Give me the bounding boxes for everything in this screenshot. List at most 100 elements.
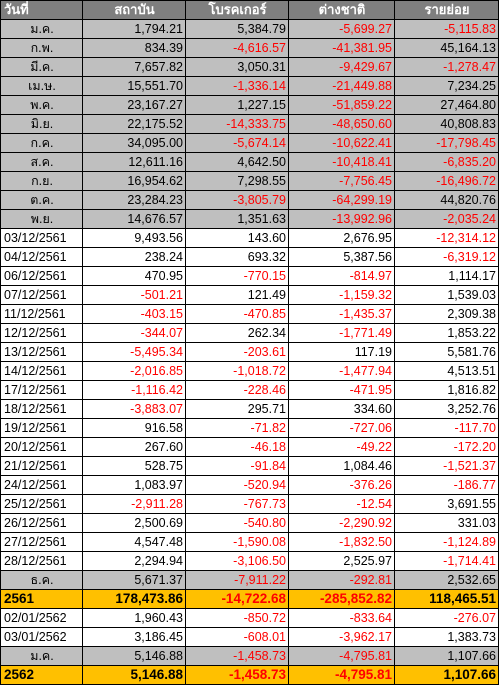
- date-cell: 27/12/2561: [0, 532, 83, 552]
- retail-cell: -16,496.72: [394, 171, 499, 191]
- institution-cell: 3,186.45: [82, 627, 186, 647]
- broker-cell: -14,722.68: [185, 589, 289, 609]
- date-cell: 13/12/2561: [0, 342, 83, 362]
- date-cell: 2561: [0, 589, 83, 609]
- month-summary-row: ก.พ. 834.39 -4,616.57 -41,381.95 45,164.13: [0, 38, 499, 58]
- broker-cell: -228.46: [185, 380, 289, 400]
- institution-cell: 1,794.21: [82, 19, 186, 39]
- table-row: 06/12/2561 470.95 -770.15 -814.97 1,114.17: [0, 266, 499, 286]
- retail-cell: 40,808.83: [394, 114, 499, 134]
- institution-cell: 5,146.88: [82, 665, 186, 685]
- retail-cell: -6,835.20: [394, 152, 499, 172]
- month-summary-row: ส.ค. 12,611.16 4,642.50 -10,418.41 -6,835.20: [0, 152, 499, 172]
- table-row: 03/12/2561 9,493.56 143.60 2,676.95 -12,314.…: [0, 228, 499, 248]
- broker-cell: -1,458.73: [185, 646, 289, 666]
- year-total-row: 2561 178,473.86 -14,722.68 -285,852.82 118,4…: [0, 589, 499, 609]
- broker-cell: 121.49: [185, 285, 289, 305]
- retail-cell: 1,114.17: [394, 266, 499, 286]
- retail-cell: -1,714.41: [394, 551, 499, 571]
- month-summary-row: เม.ษ. 15,551.70 -1,336.14 -21,449.88 7,234.2…: [0, 76, 499, 96]
- retail-cell: -186.77: [394, 475, 499, 495]
- foreign-cell: 2,525.97: [288, 551, 395, 571]
- broker-cell: -46.18: [185, 437, 289, 457]
- broker-cell: -14,333.75: [185, 114, 289, 134]
- month-summary-row: ต.ค. 23,284.23 -3,805.79 -64,299.19 44,820.7…: [0, 190, 499, 210]
- table-row: 21/12/2561 528.75 -91.84 1,084.46 -1,521.37: [0, 456, 499, 476]
- broker-cell: -608.01: [185, 627, 289, 647]
- foreign-cell: -13,992.96: [288, 209, 395, 229]
- date-cell: ก.ค.: [0, 133, 83, 153]
- foreign-cell: -727.06: [288, 418, 395, 438]
- institution-cell: 2,294.94: [82, 551, 186, 571]
- date-cell: ก.พ.: [0, 38, 83, 58]
- broker-cell: 3,050.31: [185, 57, 289, 77]
- institution-cell: -403.15: [82, 304, 186, 324]
- foreign-cell: -48,650.60: [288, 114, 395, 134]
- broker-cell: 5,384.79: [185, 19, 289, 39]
- foreign-cell: -64,299.19: [288, 190, 395, 210]
- foreign-cell: -9,429.67: [288, 57, 395, 77]
- retail-cell: 2,309.38: [394, 304, 499, 324]
- header-institution: สถาบัน: [82, 0, 186, 20]
- table-row: 19/12/2561 916.58 -71.82 -727.06 -117.70: [0, 418, 499, 438]
- foreign-cell: -10,418.41: [288, 152, 395, 172]
- table-row: 24/12/2561 1,083.97 -520.94 -376.26 -186.77: [0, 475, 499, 495]
- institution-cell: 238.24: [82, 247, 186, 267]
- broker-cell: -1,018.72: [185, 361, 289, 381]
- retail-cell: 331.03: [394, 513, 499, 533]
- foreign-cell: -5,699.27: [288, 19, 395, 39]
- broker-cell: -3,106.50: [185, 551, 289, 571]
- retail-cell: 1,107.66: [394, 646, 499, 666]
- month-summary-row: ก.ย. 16,954.62 7,298.55 -7,756.45 -16,496.72: [0, 171, 499, 191]
- date-cell: 25/12/2561: [0, 494, 83, 514]
- date-cell: ต.ค.: [0, 190, 83, 210]
- institution-cell: -2,911.28: [82, 494, 186, 514]
- date-cell: 06/12/2561: [0, 266, 83, 286]
- date-cell: ม.ค.: [0, 19, 83, 39]
- date-cell: ม.ค.: [0, 646, 83, 666]
- table-row: 17/12/2561 -1,116.42 -228.46 -471.95 1,816.8…: [0, 380, 499, 400]
- table-row: 04/12/2561 238.24 693.32 5,387.56 -6,319.12: [0, 247, 499, 267]
- retail-cell: 1,853.22: [394, 323, 499, 343]
- broker-cell: -91.84: [185, 456, 289, 476]
- date-cell: 19/12/2561: [0, 418, 83, 438]
- foreign-cell: -41,381.95: [288, 38, 395, 58]
- retail-cell: 2,532.65: [394, 570, 499, 590]
- institution-cell: 22,175.52: [82, 114, 186, 134]
- foreign-cell: -1,771.49: [288, 323, 395, 343]
- date-cell: 12/12/2561: [0, 323, 83, 343]
- foreign-cell: -4,795.81: [288, 665, 395, 685]
- retail-cell: -1,278.47: [394, 57, 499, 77]
- retail-cell: 118,465.51: [394, 589, 499, 609]
- institution-cell: 834.39: [82, 38, 186, 58]
- institution-cell: 15,551.70: [82, 76, 186, 96]
- foreign-cell: -21,449.88: [288, 76, 395, 96]
- foreign-cell: -51,859.22: [288, 95, 395, 115]
- retail-cell: 1,107.66: [394, 665, 499, 685]
- broker-cell: -3,805.79: [185, 190, 289, 210]
- month-summary-row: พ.ค. 23,167.27 1,227.15 -51,859.22 27,464.80: [0, 95, 499, 115]
- date-cell: 03/12/2561: [0, 228, 83, 248]
- date-cell: ส.ค.: [0, 152, 83, 172]
- retail-cell: 1,383.73: [394, 627, 499, 647]
- table-body: ม.ค. 1,794.21 5,384.79 -5,699.27 -5,115.83 ก.…: [0, 19, 499, 685]
- foreign-cell: -49.22: [288, 437, 395, 457]
- broker-cell: 262.34: [185, 323, 289, 343]
- foreign-cell: -2,290.92: [288, 513, 395, 533]
- institution-cell: 23,167.27: [82, 95, 186, 115]
- institution-cell: -5,495.34: [82, 342, 186, 362]
- foreign-cell: 1,084.46: [288, 456, 395, 476]
- foreign-cell: -292.81: [288, 570, 395, 590]
- institution-cell: 23,284.23: [82, 190, 186, 210]
- header-row: วันที่ สถาบัน โบรคเกอร์ ต่างชาติ รายย่อย: [0, 0, 499, 20]
- date-cell: 28/12/2561: [0, 551, 83, 571]
- date-cell: 17/12/2561: [0, 380, 83, 400]
- year-total-row: 2562 5,146.88 -1,458.73 -4,795.81 1,107.66: [0, 665, 499, 685]
- month-summary-row: พ.ย. 14,676.57 1,351.63 -13,992.96 -2,035.24: [0, 209, 499, 229]
- date-cell: 11/12/2561: [0, 304, 83, 324]
- foreign-cell: -833.64: [288, 608, 395, 628]
- institution-cell: 2,500.69: [82, 513, 186, 533]
- broker-cell: -4,616.57: [185, 38, 289, 58]
- header-retail: รายย่อย: [394, 0, 499, 20]
- institution-cell: 178,473.86: [82, 589, 186, 609]
